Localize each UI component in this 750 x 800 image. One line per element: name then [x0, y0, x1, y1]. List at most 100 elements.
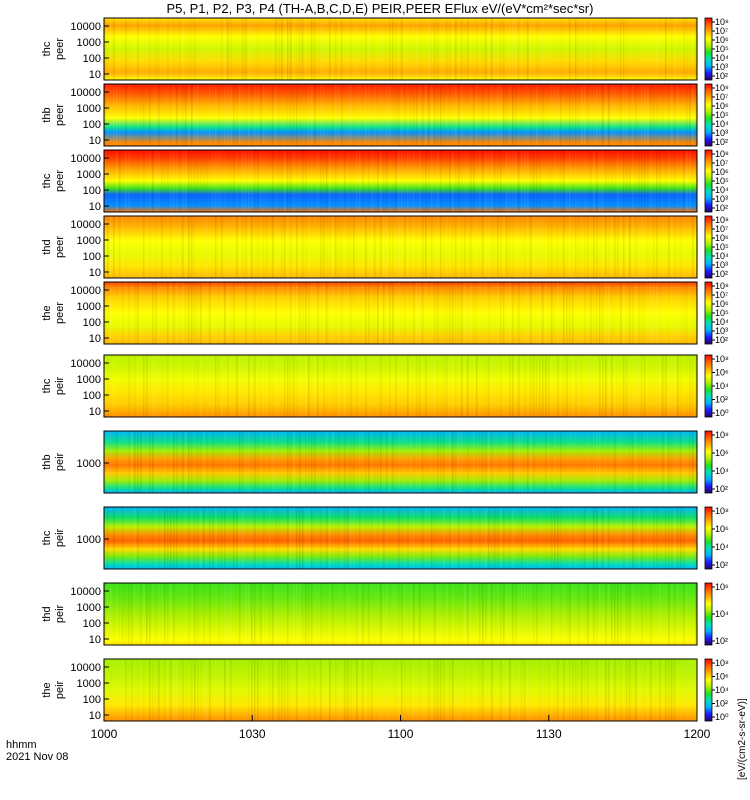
colorbar: [704, 83, 713, 147]
colorbar: [704, 215, 713, 279]
y-axis-label-probe: thd: [41, 239, 53, 254]
colorbar-tick-label: 10⁴: [715, 685, 729, 695]
colorbar-tick-label: 10⁸: [715, 149, 729, 159]
spectrogram-texture: [104, 18, 697, 80]
y-tick-label: 100: [83, 618, 101, 630]
colorbar-tick-label: 10³: [715, 326, 728, 336]
y-tick-label: 1000: [77, 678, 101, 690]
y-tick-label: 1000: [77, 301, 101, 313]
colorbar-tick-label: 10⁴: [715, 466, 729, 476]
y-tick-label: 10000: [70, 153, 101, 165]
x-axis-label-date: 2021 Nov 08: [6, 751, 68, 763]
panel-thc-peer: 10 100 1000 10000 thc peer 10⁸10⁷10⁶10⁵10⁴10³1…: [41, 17, 729, 81]
colorbar-tick-label: 10²: [715, 71, 728, 81]
y-axis-label-probe: the: [41, 305, 53, 320]
panel-frame: [103, 17, 698, 81]
y-axis-label-species: peer: [54, 38, 66, 60]
panel-thd-peer: 10 100 1000 10000 thd peer 10⁸10⁷10⁶10⁵10⁴10³1…: [41, 215, 729, 279]
y-axis-label-species: peir: [54, 376, 66, 395]
colorbar-tick-label: 10⁴: [715, 53, 729, 63]
x-axis-label-hhmm: hhmm: [6, 739, 37, 751]
colorbar: [704, 430, 713, 494]
y-axis-label-probe: thc: [41, 378, 53, 393]
colorbar-tick-label: 10²: [715, 395, 728, 405]
spectrogram-texture: [104, 84, 694, 146]
y-tick-label: 10000: [70, 87, 101, 99]
spectrogram-texture: [104, 431, 694, 493]
colorbar-tick-label: 10²: [715, 484, 728, 494]
spectrogram-texture: [113, 355, 691, 417]
y-tick-label: 100: [83, 119, 101, 131]
colorbar-tick-label: 10⁷: [715, 92, 728, 102]
panel-frame: [103, 215, 698, 279]
spectrogram-texture: [104, 583, 697, 645]
colorbar-tick-label: 10²: [715, 269, 728, 279]
y-tick-label: 1000: [77, 458, 101, 470]
colorbar: [704, 354, 713, 418]
y-tick-label: 100: [83, 390, 101, 402]
y-axis-label-probe: thc: [41, 41, 53, 56]
colorbar-tick-label: 10⁸: [715, 430, 729, 440]
panel-frame: [103, 149, 698, 213]
colorbar: [704, 506, 713, 570]
y-tick-label: 100: [83, 317, 101, 329]
y-tick-label: 10: [89, 201, 101, 213]
colorbar-tick-label: 10⁸: [715, 17, 729, 27]
y-axis-label-species: peir: [54, 604, 66, 623]
panel-frame: [103, 281, 698, 345]
spectrogram-image: [104, 431, 697, 493]
panel-thc-peer: 10 100 1000 10000 thc peer 10⁸10⁷10⁶10⁵10⁴10³1…: [41, 149, 729, 213]
colorbar-tick-label: 10⁴: [715, 185, 729, 195]
x-tick-label: 1030: [239, 727, 266, 741]
colorbar-tick-label: 10⁸: [715, 83, 729, 93]
y-axis-label-probe: thb: [41, 107, 53, 122]
colorbar-tick-label: 10⁴: [715, 251, 729, 261]
panel-the-peer: 10 100 1000 10000 the peer 10⁸10⁷10⁶10⁵10⁴10³1…: [41, 281, 729, 345]
colorbar: [704, 149, 713, 213]
colorbar-tick-label: 10⁴: [715, 381, 729, 391]
y-tick-label: 1000: [77, 103, 101, 115]
colorbar-tick-label: 10⁷: [715, 26, 728, 36]
colorbar: [704, 281, 713, 345]
x-tick-label: 1130: [536, 727, 562, 741]
colorbar-tick-label: 10⁶: [715, 35, 729, 45]
y-axis-label-probe: thb: [41, 454, 53, 469]
y-tick-label: 1000: [77, 374, 101, 386]
colorbar: [704, 17, 713, 81]
y-tick-label: 1000: [77, 602, 101, 614]
colorbar-tick-label: 10⁸: [715, 506, 729, 516]
spectrogram-image: [104, 18, 697, 80]
panel-frame: [103, 506, 698, 570]
y-tick-label: 10000: [70, 662, 101, 674]
y-tick-label: 10000: [70, 21, 101, 33]
colorbar-tick-label: 10⁰: [715, 408, 729, 418]
colorbar-tick-label: 10⁵: [715, 308, 729, 318]
colorbar-tick-label: 10³: [715, 194, 728, 204]
colorbar: [704, 582, 713, 646]
colorbar-tick-label: 10⁸: [715, 658, 729, 668]
panel-frame: [103, 83, 698, 147]
panel-thd-peir: 10 100 1000 10000 thd peir 10⁶ 10⁴ 10²: [41, 582, 729, 646]
spectrogram-image: [104, 150, 697, 212]
spectrogram-texture: [104, 507, 694, 569]
colorbar-tick-label: 10⁶: [715, 448, 729, 458]
y-tick-label: 1000: [77, 169, 101, 181]
y-tick-label: 100: [83, 185, 101, 197]
panel-the-peir: 10 100 1000 10000 the peir 10⁸ 10⁶ 10⁴ 10² 10⁰: [41, 658, 729, 722]
colorbar-tick-label: 10⁵: [715, 242, 729, 252]
colorbar-unit-label: [eV/(cm2-s-sr-eV)]: [737, 698, 748, 780]
y-tick-label: 100: [83, 694, 101, 706]
colorbar-tick-label: 10³: [715, 62, 728, 72]
spectrogram-texture: [104, 216, 694, 278]
colorbar-tick-label: 10⁶: [715, 299, 729, 309]
colorbar-tick-label: 10²: [715, 699, 728, 709]
y-axis-label-species: peer: [54, 302, 66, 324]
colorbar-tick-label: 10⁴: [715, 317, 729, 327]
y-axis-label-species: peer: [54, 170, 66, 192]
panel-thb-peer: 10 100 1000 10000 thb peer 10⁸10⁷10⁶10⁵10⁴10³1…: [41, 83, 729, 147]
colorbar-tick-label: 10⁶: [715, 167, 729, 177]
spectrogram-image: [104, 282, 697, 344]
colorbar-tick-label: 10⁴: [715, 119, 729, 129]
y-tick-label: 1000: [77, 235, 101, 247]
